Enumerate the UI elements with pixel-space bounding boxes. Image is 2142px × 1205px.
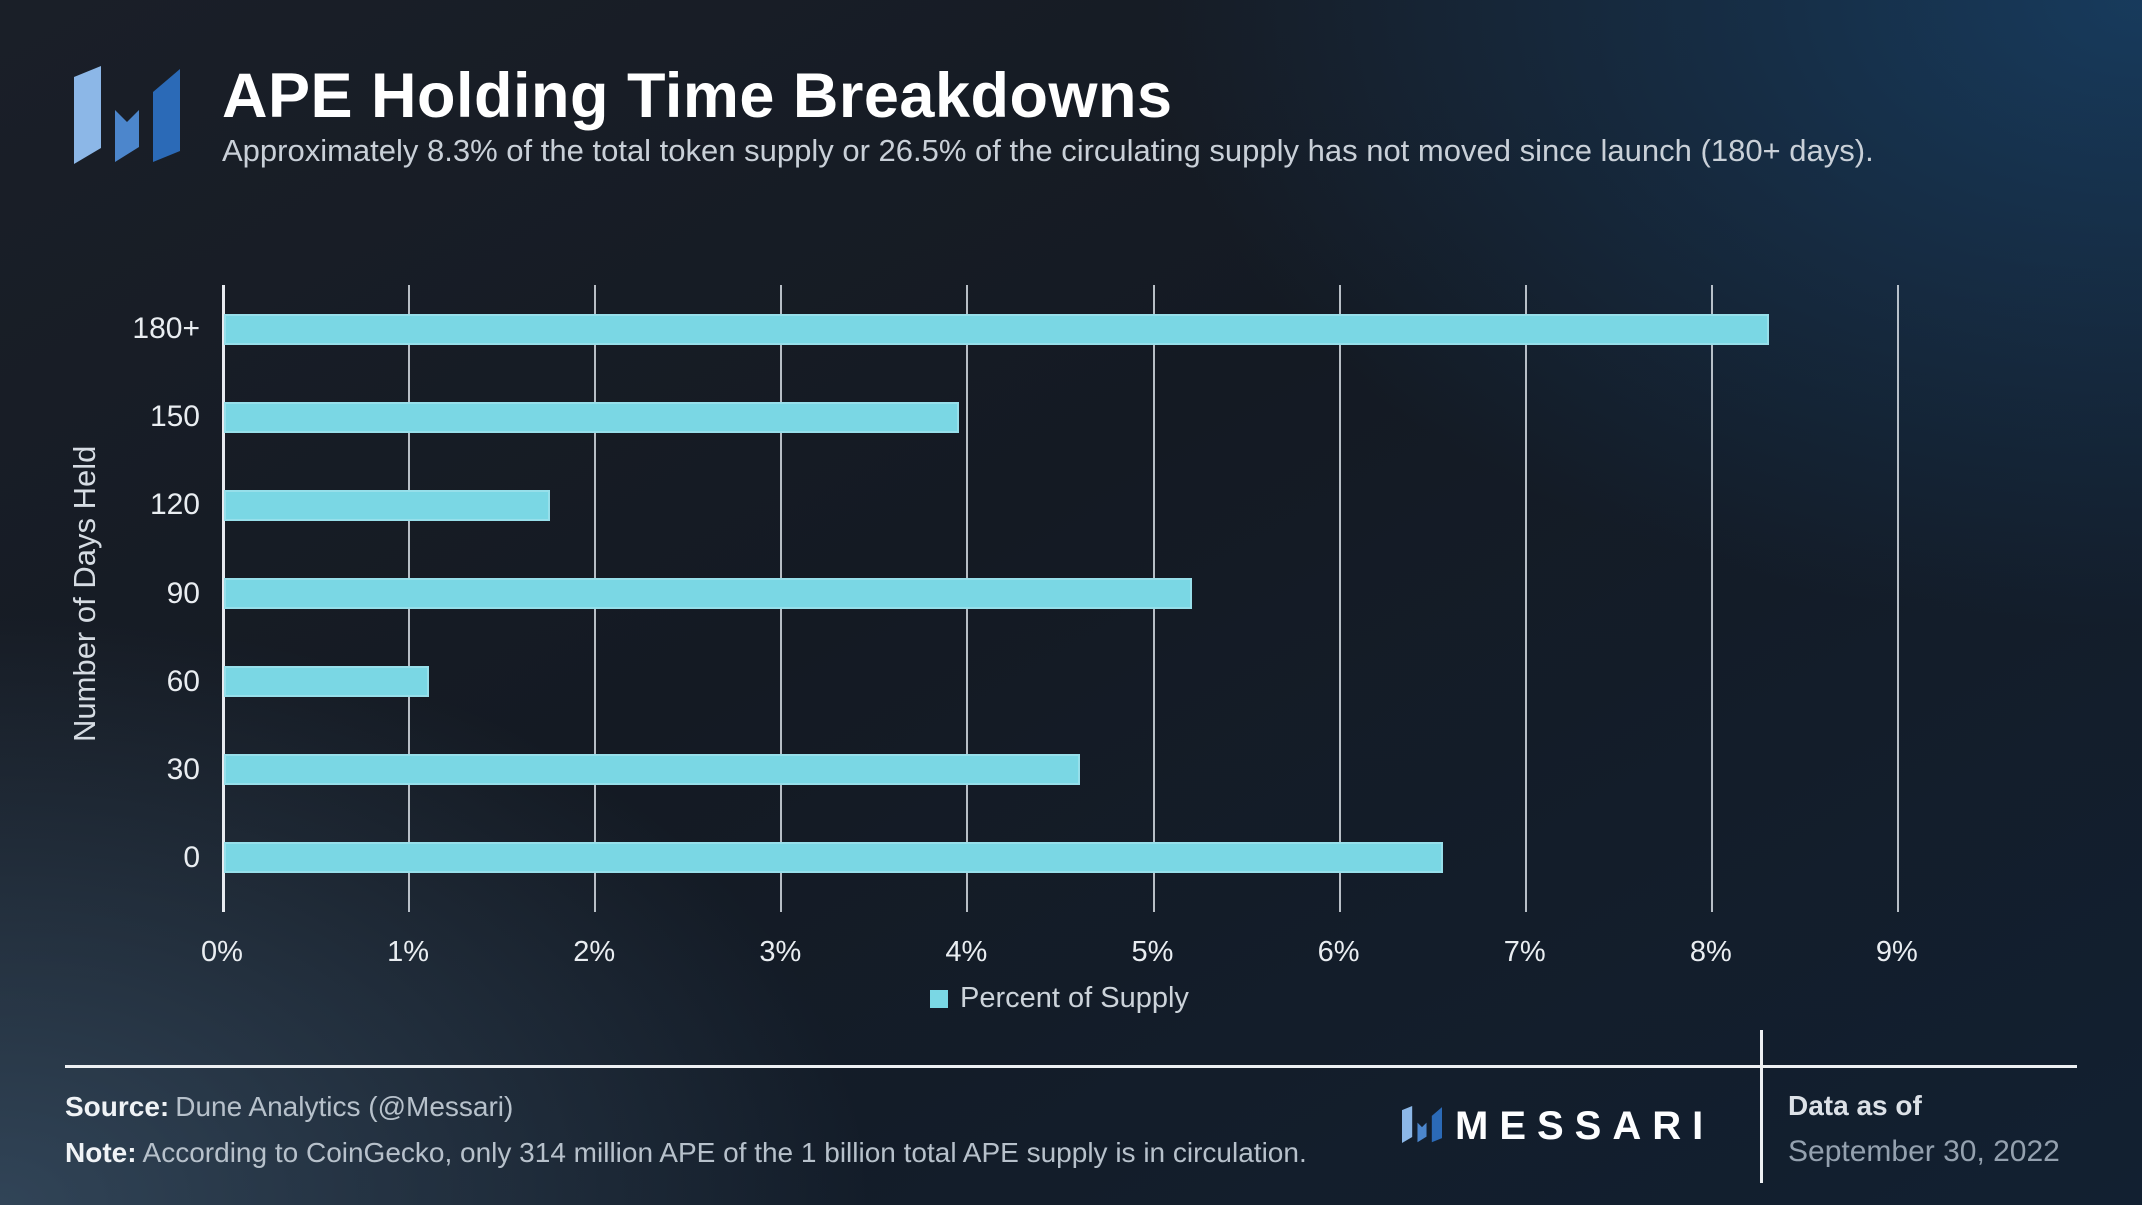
bar-180+-days	[224, 313, 1769, 345]
bar-60-days	[224, 666, 429, 698]
category-label: 150	[149, 400, 200, 434]
x-tick-label: 6%	[1317, 936, 1360, 968]
chart-title: APE Holding Time Breakdowns	[222, 61, 1173, 131]
x-tick-label: 2%	[573, 936, 616, 968]
x-tick-label: 5%	[1131, 936, 1174, 968]
x-tick-label: 7%	[1503, 936, 1546, 968]
x-tick-label: 8%	[1689, 936, 1732, 968]
source-label: Source:	[65, 1091, 170, 1122]
x-tick-label: 1%	[387, 936, 430, 968]
footer-divider	[65, 1065, 2077, 1068]
category-label: 30	[166, 752, 200, 786]
legend: Percent of Supply	[930, 982, 1189, 1015]
bar-150-days	[224, 401, 960, 433]
footer-vertical-divider	[1760, 1030, 1763, 1183]
plot-area	[222, 285, 2083, 912]
category-label: 0	[183, 840, 200, 874]
messari-logo-icon	[74, 66, 180, 164]
category-label: 180+	[132, 312, 200, 346]
category-label: 120	[149, 488, 200, 522]
x-tick-label: 0%	[201, 936, 243, 968]
messari-wordmark: MESSARI	[1455, 1104, 1715, 1148]
source-line: Source: Dune Analytics (@Messari)	[65, 1091, 513, 1123]
bar-120-days	[224, 489, 550, 521]
gridline	[1524, 285, 1527, 912]
note-line: Note: According to CoinGecko, only 314 mi…	[65, 1137, 1307, 1169]
gridline	[1338, 285, 1341, 912]
x-tick-label: 3%	[759, 936, 802, 968]
bar-0-days	[224, 842, 1443, 874]
gridline	[1896, 285, 1899, 912]
category-label: 60	[166, 664, 200, 698]
x-tick-label: 4%	[945, 936, 988, 968]
legend-swatch-icon	[930, 989, 948, 1008]
note-label: Note:	[65, 1137, 137, 1168]
gridline	[1710, 285, 1713, 912]
data-as-of-label: Data as of	[1788, 1090, 1922, 1121]
y-axis-line	[222, 285, 225, 912]
chart-subtitle: Approximately 8.3% of the total token su…	[222, 133, 1874, 168]
data-as-of-date: September 30, 2022	[1788, 1135, 2060, 1168]
bar-90-days	[224, 578, 1192, 609]
messari-logo-icon	[1402, 1106, 1442, 1143]
note-text: According to CoinGecko, only 314 million…	[142, 1137, 1307, 1168]
category-label: 90	[166, 576, 200, 610]
bar-30-days	[224, 754, 1081, 786]
x-tick-label: 9%	[1875, 936, 1918, 968]
source-text: Dune Analytics (@Messari)	[175, 1091, 514, 1122]
legend-label: Percent of Supply	[960, 982, 1189, 1014]
